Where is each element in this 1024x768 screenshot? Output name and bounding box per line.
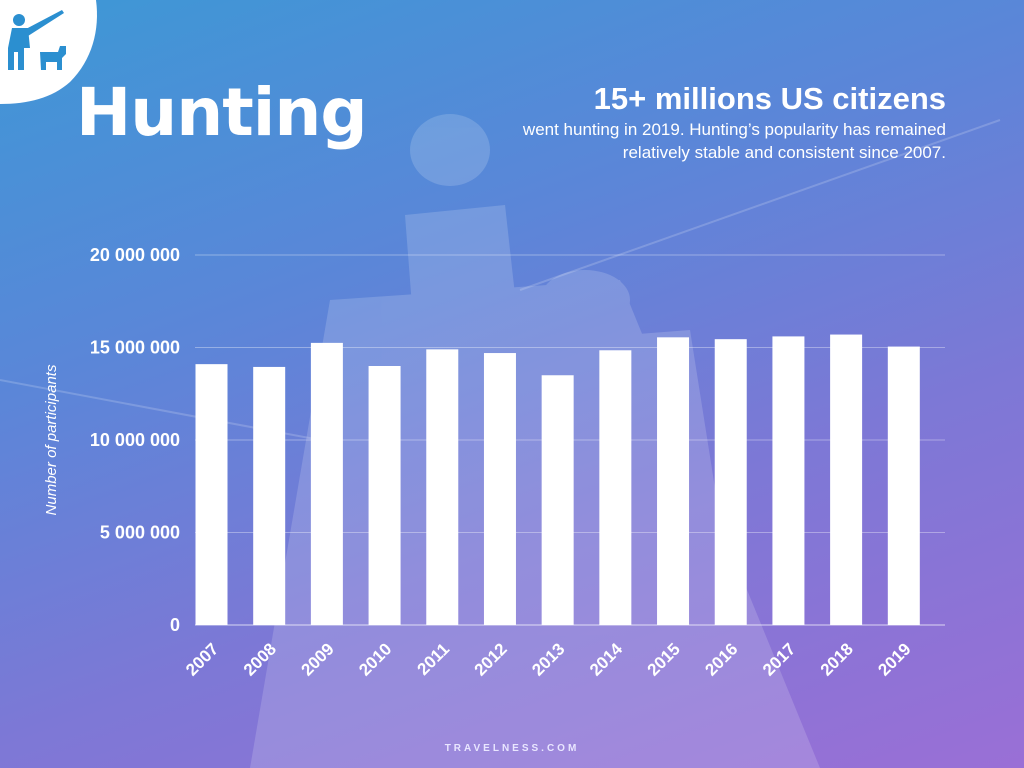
- y-tick-label: 20 000 000: [90, 245, 180, 265]
- headline: 15+ millions US citizens: [593, 81, 946, 116]
- x-tick-label: 2014: [586, 639, 627, 680]
- y-tick-label: 5 000 000: [100, 523, 180, 543]
- x-tick-label: 2013: [528, 639, 568, 679]
- bar-2009: [310, 342, 343, 625]
- bar-2008: [253, 366, 286, 625]
- subtext: went hunting in 2019. Hunting’s populari…: [522, 120, 946, 162]
- bar-2012: [483, 353, 516, 625]
- bar-2013: [541, 375, 574, 625]
- bar-2016: [714, 339, 747, 625]
- x-tick-label: 2007: [182, 639, 222, 679]
- x-tick-label: 2016: [701, 639, 741, 679]
- y-axis-title: Number of participants: [43, 364, 60, 515]
- bar-2017: [772, 336, 805, 625]
- x-tick-label: 2019: [874, 639, 914, 679]
- x-tick-label: 2017: [759, 639, 799, 679]
- y-tick-label: 0: [170, 615, 180, 635]
- x-tick-label: 2015: [644, 639, 684, 679]
- hunter-with-dog-icon: [0, 0, 97, 104]
- bar-2007: [195, 364, 228, 625]
- x-tick-label: 2012: [471, 639, 511, 679]
- bar-2018: [830, 334, 863, 625]
- bar-2015: [657, 337, 690, 625]
- x-tick-label: 2009: [298, 639, 338, 679]
- bar-2014: [599, 350, 632, 625]
- y-tick-label: 15 000 000: [90, 338, 180, 358]
- bar-2019: [887, 346, 920, 625]
- y-tick-label: 10 000 000: [90, 430, 180, 450]
- page-title: Hunting: [76, 74, 368, 151]
- x-tick-label: 2018: [817, 639, 857, 679]
- bar-2010: [368, 366, 401, 625]
- x-tick-label: 2010: [355, 639, 395, 679]
- bar-2011: [426, 349, 459, 625]
- footer-brand: TRAVELNESS.COM: [444, 743, 580, 754]
- x-tick-label: 2008: [240, 639, 280, 679]
- x-tick-label: 2011: [414, 639, 454, 679]
